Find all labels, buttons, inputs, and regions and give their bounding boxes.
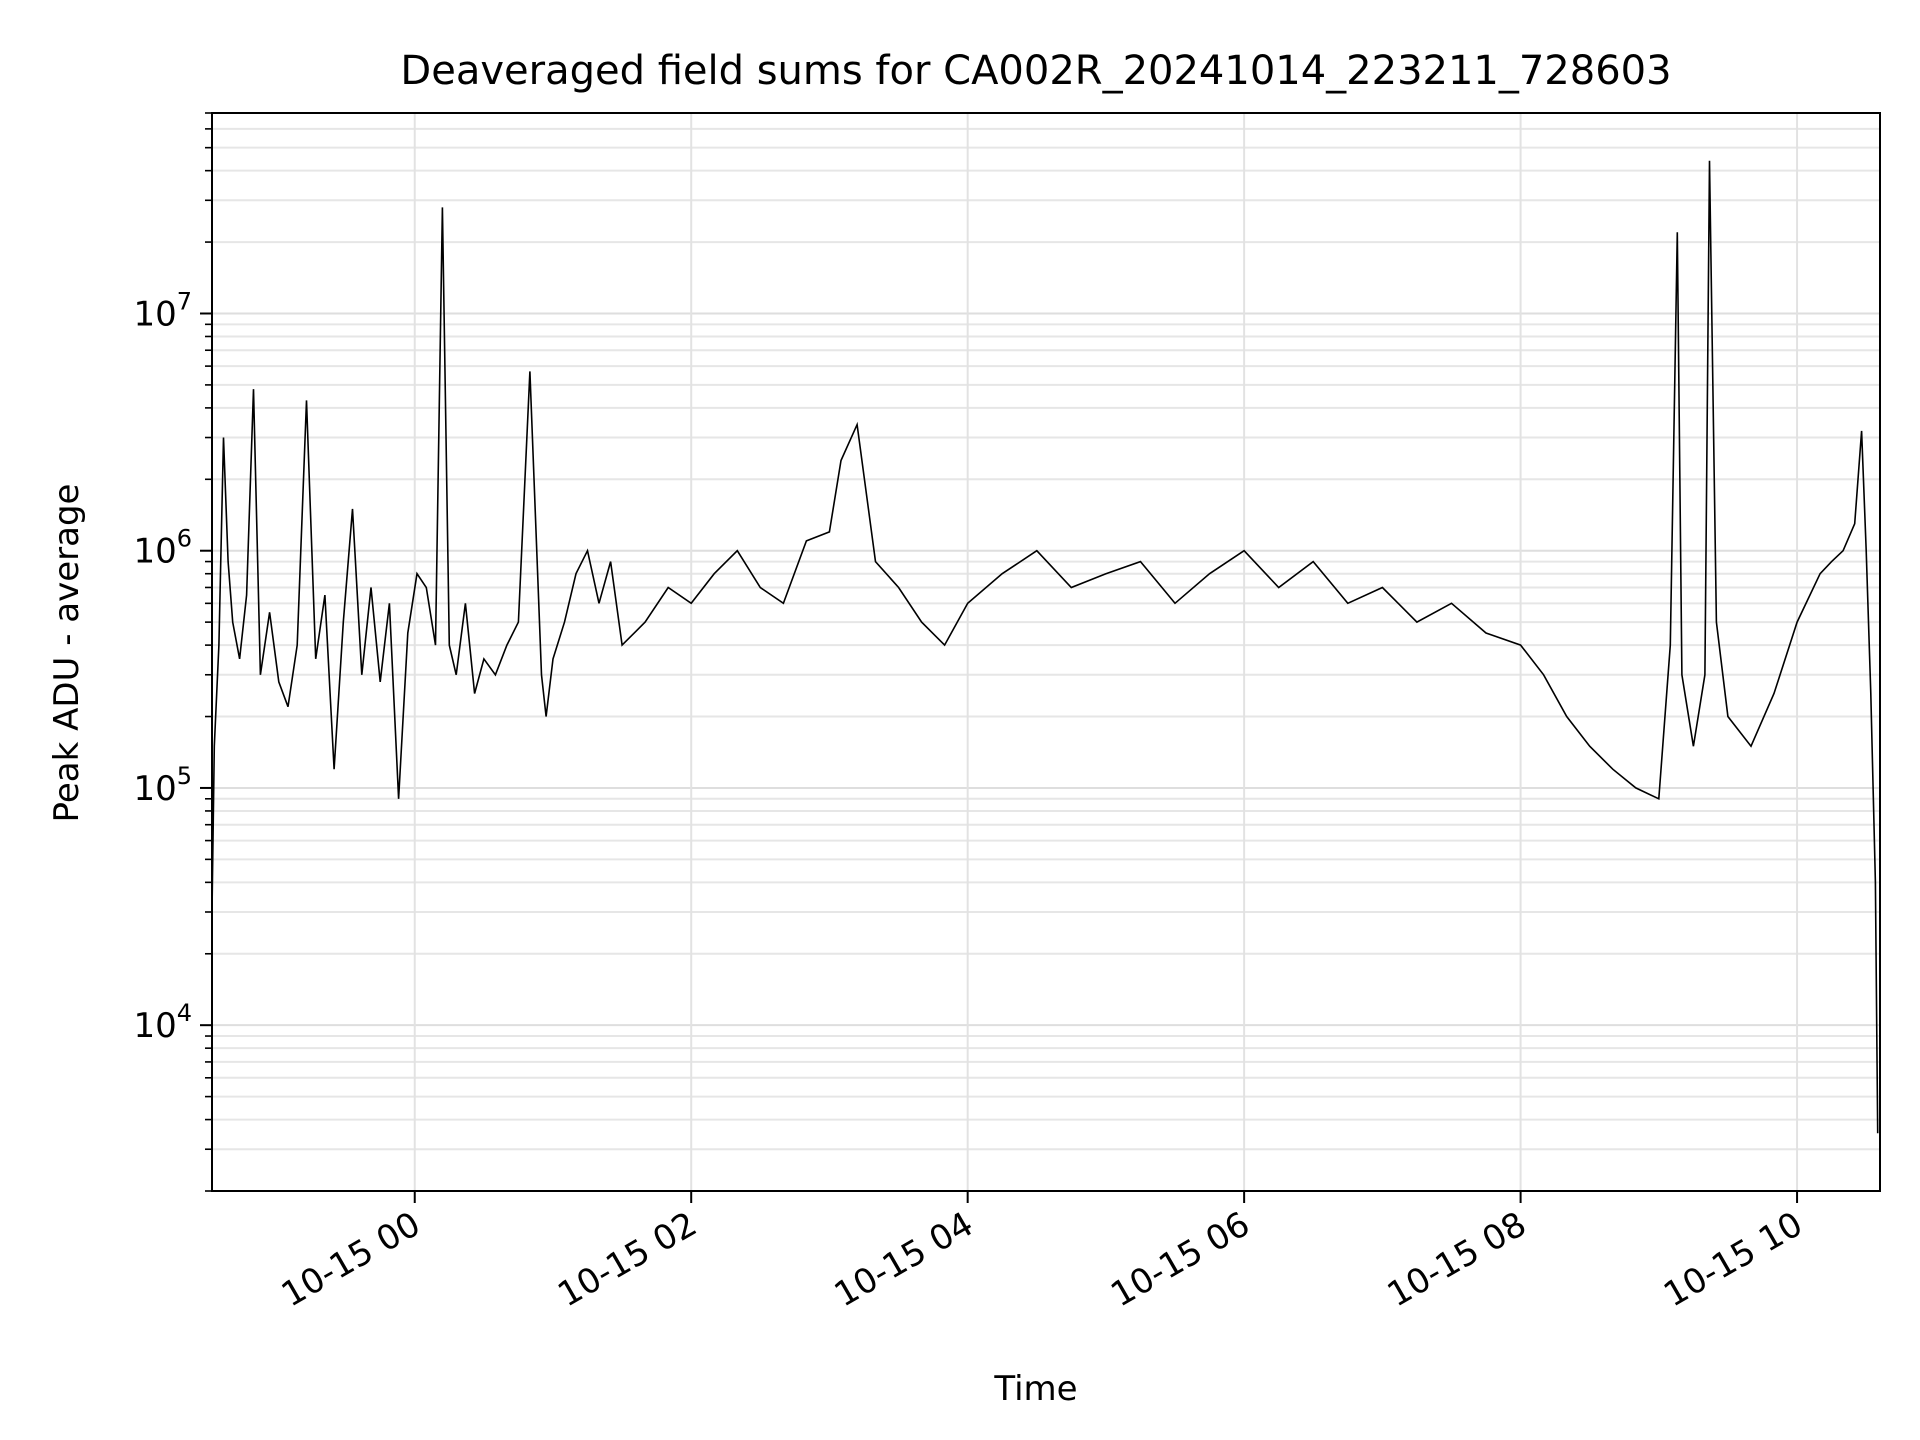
grid: [212, 112, 1880, 1192]
y-tick-label: 105: [133, 762, 192, 809]
x-axis-label: Time: [993, 1369, 1077, 1409]
y-axis: 104 105 106 107: [133, 112, 212, 1192]
y-tick-label: 106: [133, 525, 192, 572]
chart-title: Deaveraged field sums for CA002R_2024101…: [400, 48, 1671, 94]
y-axis-label: Peak ADU - average: [47, 484, 87, 823]
plot-frame: [211, 112, 1881, 1192]
y-tick-label: 104: [133, 999, 192, 1046]
y-tick-label: 107: [133, 287, 192, 334]
series-group: [211, 160, 1879, 1134]
series-line: [211, 160, 1879, 1134]
